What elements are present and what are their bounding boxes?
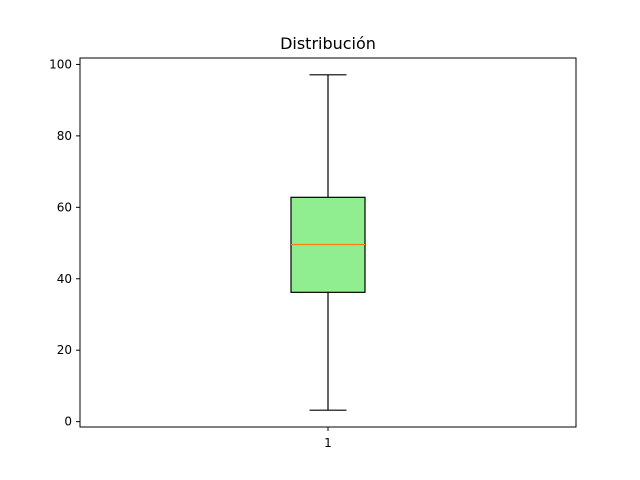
chart-title: Distribución (280, 34, 376, 53)
plot-area: 0 20 40 60 80 100 1 (49, 57, 366, 450)
y-tick-label: 20 (57, 343, 72, 357)
y-tick-label: 80 (57, 129, 72, 143)
axes-frame (79, 57, 577, 428)
x-tick-label: 1 (324, 436, 332, 450)
y-tick-label: 40 (57, 272, 72, 286)
y-tick-label: 0 (64, 415, 72, 429)
y-tick-label: 100 (49, 57, 72, 71)
y-tick-label: 60 (57, 200, 72, 214)
